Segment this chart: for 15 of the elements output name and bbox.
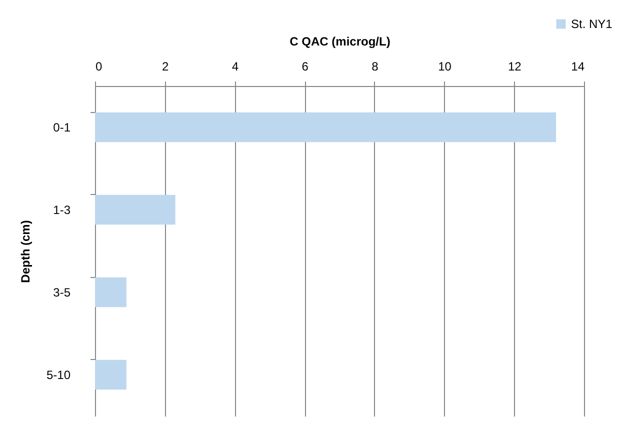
x-tick-label: 2: [162, 60, 170, 74]
y-tick-label: 3-5: [53, 285, 71, 300]
x-tick-label: 12: [508, 60, 522, 74]
y-tick-label: 1-3: [53, 202, 71, 217]
x-tick-label: 4: [232, 60, 239, 74]
legend-label: St. NY1: [571, 17, 613, 31]
y-tick-label: 0-1: [53, 120, 71, 134]
x-tick-label: 8: [372, 60, 379, 74]
x-axis-title: C QAC (microg/L): [290, 34, 390, 48]
x-tick-label: 0: [96, 60, 102, 74]
y-tick-label: 5-10: [46, 368, 71, 382]
x-tick-label: 14: [571, 60, 585, 74]
x-tick-label: 6: [302, 60, 309, 74]
x-tick-label: 10: [438, 60, 452, 74]
y-axis-title: Depth (cm): [18, 220, 32, 283]
